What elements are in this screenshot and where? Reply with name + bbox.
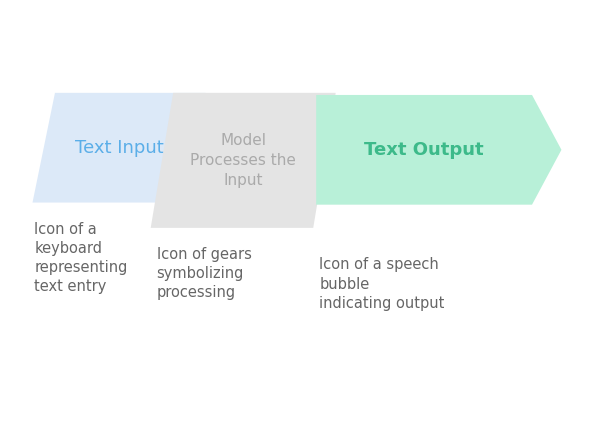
Polygon shape: [316, 95, 561, 205]
Polygon shape: [151, 93, 336, 228]
Text: Icon of a
keyboard
representing
text entry: Icon of a keyboard representing text ent…: [34, 222, 128, 294]
Polygon shape: [33, 93, 206, 203]
Text: Icon of a speech
bubble
indicating output: Icon of a speech bubble indicating outpu…: [319, 257, 444, 311]
Text: Text Output: Text Output: [364, 141, 484, 159]
Text: Icon of gears
symbolizing
processing: Icon of gears symbolizing processing: [157, 247, 252, 300]
Text: Text Input: Text Input: [74, 139, 164, 157]
Text: Model
Processes the
Input: Model Processes the Input: [190, 133, 296, 188]
